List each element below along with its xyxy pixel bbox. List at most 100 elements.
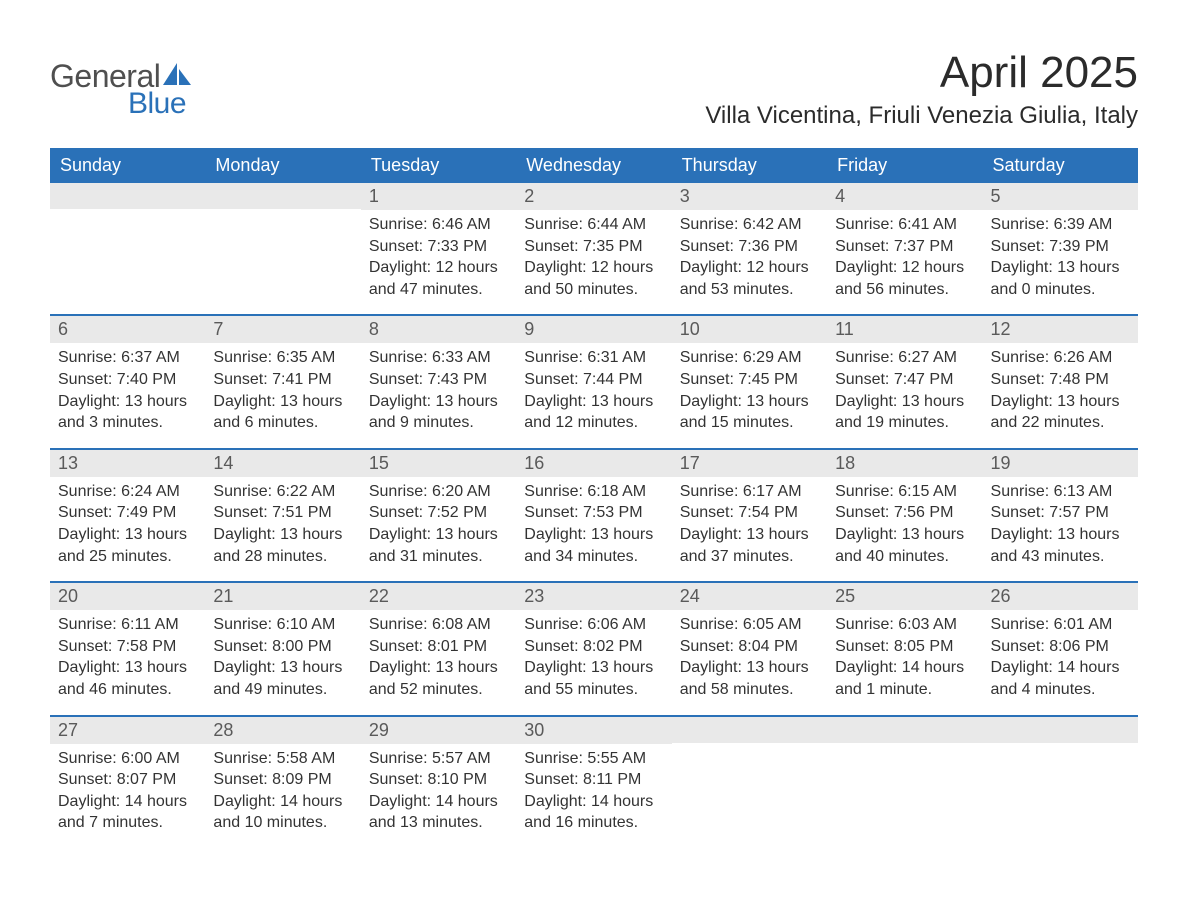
sunset-text: Sunset: 7:45 PM — [680, 369, 819, 391]
sunset-text: Sunset: 7:43 PM — [369, 369, 508, 391]
sunset-text: Sunset: 7:56 PM — [835, 502, 974, 524]
sunrise-text: Sunrise: 6:33 AM — [369, 347, 508, 369]
sunset-text: Sunset: 7:54 PM — [680, 502, 819, 524]
day-details: Sunrise: 5:55 AMSunset: 8:11 PMDaylight:… — [516, 744, 671, 834]
weekday-header: Wednesday — [516, 148, 671, 183]
daylight-text: Daylight: 14 hours and 13 minutes. — [369, 791, 508, 834]
calendar-day: 15Sunrise: 6:20 AMSunset: 7:52 PMDayligh… — [361, 450, 516, 581]
sunrise-text: Sunrise: 6:29 AM — [680, 347, 819, 369]
day-number: 21 — [205, 583, 360, 610]
calendar-day: 12Sunrise: 6:26 AMSunset: 7:48 PMDayligh… — [983, 316, 1138, 447]
day-number: 2 — [516, 183, 671, 210]
calendar-day — [50, 183, 205, 314]
daylight-text: Daylight: 13 hours and 46 minutes. — [58, 657, 197, 700]
daylight-text: Daylight: 13 hours and 9 minutes. — [369, 391, 508, 434]
calendar-day: 28Sunrise: 5:58 AMSunset: 8:09 PMDayligh… — [205, 717, 360, 848]
daylight-text: Daylight: 13 hours and 12 minutes. — [524, 391, 663, 434]
daylight-text: Daylight: 14 hours and 4 minutes. — [991, 657, 1130, 700]
day-number: 16 — [516, 450, 671, 477]
calendar-day — [672, 717, 827, 848]
sunrise-text: Sunrise: 6:44 AM — [524, 214, 663, 236]
day-number: 27 — [50, 717, 205, 744]
day-details: Sunrise: 6:15 AMSunset: 7:56 PMDaylight:… — [827, 477, 982, 567]
sunset-text: Sunset: 7:48 PM — [991, 369, 1130, 391]
calendar-week: 20Sunrise: 6:11 AMSunset: 7:58 PMDayligh… — [50, 581, 1138, 714]
day-details: Sunrise: 6:00 AMSunset: 8:07 PMDaylight:… — [50, 744, 205, 834]
daylight-text: Daylight: 14 hours and 10 minutes. — [213, 791, 352, 834]
sunset-text: Sunset: 7:58 PM — [58, 636, 197, 658]
day-number — [205, 183, 360, 209]
calendar-day: 14Sunrise: 6:22 AMSunset: 7:51 PMDayligh… — [205, 450, 360, 581]
calendar-day: 5Sunrise: 6:39 AMSunset: 7:39 PMDaylight… — [983, 183, 1138, 314]
calendar-day: 2Sunrise: 6:44 AMSunset: 7:35 PMDaylight… — [516, 183, 671, 314]
day-number: 23 — [516, 583, 671, 610]
sunrise-text: Sunrise: 6:46 AM — [369, 214, 508, 236]
day-number: 24 — [672, 583, 827, 610]
daylight-text: Daylight: 13 hours and 49 minutes. — [213, 657, 352, 700]
day-number: 28 — [205, 717, 360, 744]
day-details: Sunrise: 6:31 AMSunset: 7:44 PMDaylight:… — [516, 343, 671, 433]
day-number — [50, 183, 205, 209]
daylight-text: Daylight: 13 hours and 31 minutes. — [369, 524, 508, 567]
sunrise-text: Sunrise: 6:22 AM — [213, 481, 352, 503]
calendar-day: 8Sunrise: 6:33 AMSunset: 7:43 PMDaylight… — [361, 316, 516, 447]
weekday-header: Monday — [205, 148, 360, 183]
calendar-day: 3Sunrise: 6:42 AMSunset: 7:36 PMDaylight… — [672, 183, 827, 314]
calendar-day: 21Sunrise: 6:10 AMSunset: 8:00 PMDayligh… — [205, 583, 360, 714]
day-number: 15 — [361, 450, 516, 477]
day-details: Sunrise: 6:10 AMSunset: 8:00 PMDaylight:… — [205, 610, 360, 700]
day-number: 7 — [205, 316, 360, 343]
day-details: Sunrise: 6:03 AMSunset: 8:05 PMDaylight:… — [827, 610, 982, 700]
page-header: General Blue April 2025 Villa Vicentina,… — [50, 40, 1138, 140]
calendar-day: 24Sunrise: 6:05 AMSunset: 8:04 PMDayligh… — [672, 583, 827, 714]
daylight-text: Daylight: 12 hours and 53 minutes. — [680, 257, 819, 300]
daylight-text: Daylight: 13 hours and 34 minutes. — [524, 524, 663, 567]
day-number: 3 — [672, 183, 827, 210]
calendar-day: 30Sunrise: 5:55 AMSunset: 8:11 PMDayligh… — [516, 717, 671, 848]
day-number: 29 — [361, 717, 516, 744]
weekday-header-row: Sunday Monday Tuesday Wednesday Thursday… — [50, 148, 1138, 183]
day-number: 12 — [983, 316, 1138, 343]
sunrise-text: Sunrise: 5:58 AM — [213, 748, 352, 770]
sunset-text: Sunset: 7:36 PM — [680, 236, 819, 258]
calendar: Sunday Monday Tuesday Wednesday Thursday… — [50, 148, 1138, 848]
day-details: Sunrise: 6:46 AMSunset: 7:33 PMDaylight:… — [361, 210, 516, 300]
daylight-text: Daylight: 13 hours and 37 minutes. — [680, 524, 819, 567]
day-number: 11 — [827, 316, 982, 343]
day-details: Sunrise: 6:39 AMSunset: 7:39 PMDaylight:… — [983, 210, 1138, 300]
sunrise-text: Sunrise: 6:35 AM — [213, 347, 352, 369]
day-number: 30 — [516, 717, 671, 744]
day-details: Sunrise: 5:58 AMSunset: 8:09 PMDaylight:… — [205, 744, 360, 834]
day-details — [205, 209, 360, 213]
daylight-text: Daylight: 13 hours and 52 minutes. — [369, 657, 508, 700]
day-details: Sunrise: 6:37 AMSunset: 7:40 PMDaylight:… — [50, 343, 205, 433]
sunrise-text: Sunrise: 6:03 AM — [835, 614, 974, 636]
sunset-text: Sunset: 7:47 PM — [835, 369, 974, 391]
sunset-text: Sunset: 8:06 PM — [991, 636, 1130, 658]
day-details: Sunrise: 6:17 AMSunset: 7:54 PMDaylight:… — [672, 477, 827, 567]
logo: General Blue — [50, 58, 193, 121]
weekday-header: Thursday — [672, 148, 827, 183]
sunrise-text: Sunrise: 6:26 AM — [991, 347, 1130, 369]
sunset-text: Sunset: 8:10 PM — [369, 769, 508, 791]
day-details: Sunrise: 6:18 AMSunset: 7:53 PMDaylight:… — [516, 477, 671, 567]
sunset-text: Sunset: 7:35 PM — [524, 236, 663, 258]
day-number: 20 — [50, 583, 205, 610]
calendar-day — [205, 183, 360, 314]
sunrise-text: Sunrise: 6:24 AM — [58, 481, 197, 503]
sunrise-text: Sunrise: 6:05 AM — [680, 614, 819, 636]
daylight-text: Daylight: 14 hours and 16 minutes. — [524, 791, 663, 834]
day-number — [827, 717, 982, 743]
daylight-text: Daylight: 13 hours and 28 minutes. — [213, 524, 352, 567]
day-number: 17 — [672, 450, 827, 477]
sunset-text: Sunset: 8:09 PM — [213, 769, 352, 791]
sunrise-text: Sunrise: 6:17 AM — [680, 481, 819, 503]
sunset-text: Sunset: 8:07 PM — [58, 769, 197, 791]
day-details: Sunrise: 6:35 AMSunset: 7:41 PMDaylight:… — [205, 343, 360, 433]
weekday-header: Friday — [827, 148, 982, 183]
calendar-day: 23Sunrise: 6:06 AMSunset: 8:02 PMDayligh… — [516, 583, 671, 714]
sunrise-text: Sunrise: 6:11 AM — [58, 614, 197, 636]
location-subtitle: Villa Vicentina, Friuli Venezia Giulia, … — [705, 102, 1138, 130]
sunrise-text: Sunrise: 6:08 AM — [369, 614, 508, 636]
day-number: 10 — [672, 316, 827, 343]
